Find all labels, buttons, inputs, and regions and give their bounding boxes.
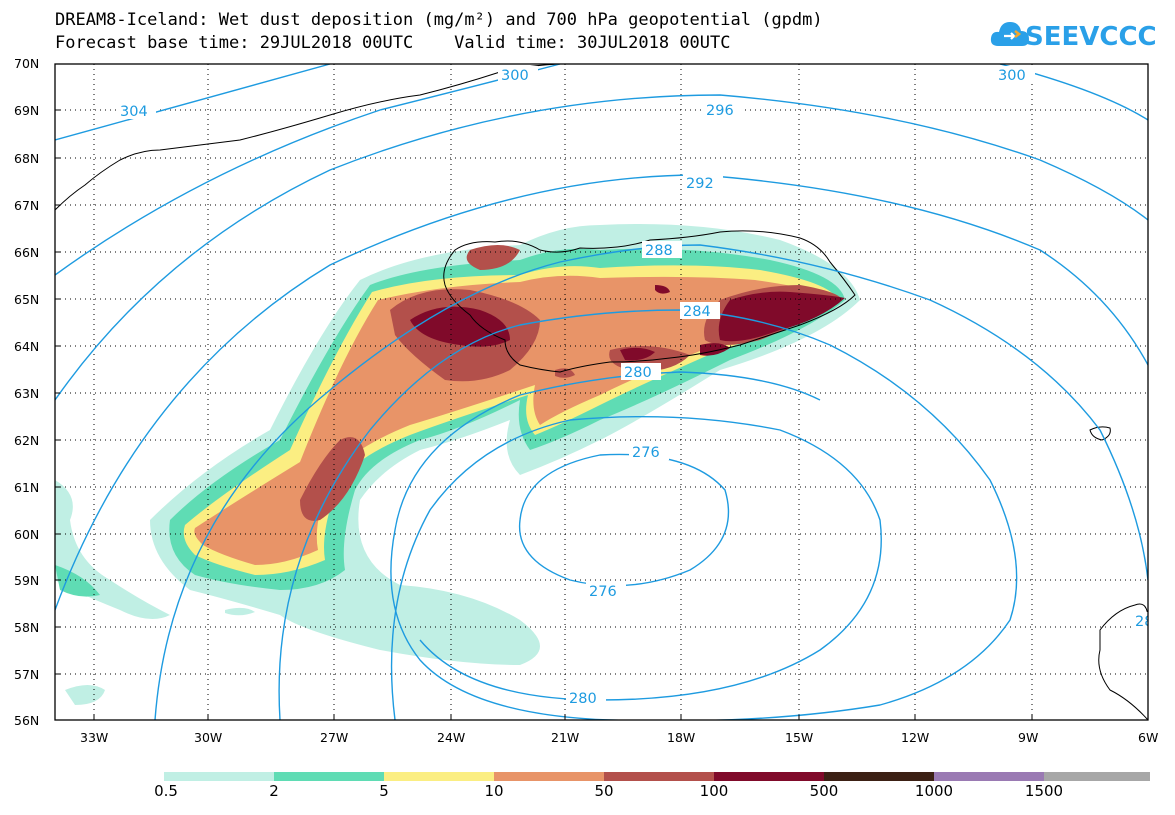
lat-label: 63N (14, 386, 39, 401)
contour-label: 300 (501, 68, 529, 84)
lat-label: 65N (14, 292, 39, 307)
greenland-coast (55, 64, 561, 211)
lat-label: 68N (14, 151, 39, 166)
contour-label: 288 (645, 243, 673, 259)
lon-label: 18W (667, 730, 695, 745)
lat-label: 64N (14, 339, 39, 354)
legend-swatch (824, 772, 934, 781)
contour-label: 304 (120, 104, 148, 120)
scotland-coast (1098, 603, 1148, 720)
seevccc-logo (990, 14, 1165, 56)
cloud-icon (990, 22, 1029, 46)
contour-label: 284 (683, 304, 711, 320)
lon-label: 12W (901, 730, 929, 745)
legend-label: 1500 (1024, 782, 1064, 800)
contour-label: 300 (998, 68, 1026, 84)
geopotential-contours (55, 64, 1148, 720)
lon-label: 15W (785, 730, 813, 745)
contour-label: 280 (569, 691, 597, 707)
legend-label: 5 (379, 782, 389, 800)
legend-label: 10 (484, 782, 504, 800)
legend-label: 500 (809, 782, 839, 800)
lon-label: 33W (80, 730, 108, 745)
legend-swatch (384, 772, 494, 781)
lon-label: 27W (320, 730, 348, 745)
contour-labels: 304 300 300 296 292 288 284 280 276 276 … (116, 66, 1163, 707)
lat-label: 66N (14, 245, 39, 260)
lon-label: 21W (551, 730, 579, 745)
legend-swatch (934, 772, 1044, 781)
legend-label: 100 (699, 782, 729, 800)
lat-label: 61N (14, 480, 39, 495)
legend-label: 2 (269, 782, 279, 800)
lat-label: 56N (14, 713, 39, 728)
dust-band-100 (410, 285, 845, 361)
logo-text: SEEVCCC (1025, 22, 1157, 52)
contour-label: 292 (686, 176, 714, 192)
contour-label: 288 (1135, 614, 1163, 630)
map-subtitle: Forecast base time: 29JUL2018 00UTC Vali… (55, 33, 731, 53)
lat-label: 67N (14, 198, 39, 213)
iceland-coast (443, 230, 856, 373)
legend-swatch (164, 772, 274, 781)
legend-label: 1000 (914, 782, 954, 800)
dust-deposition-layer (55, 224, 860, 705)
graticule (55, 64, 1148, 720)
lat-label: 59N (14, 573, 39, 588)
dust-band-10 (194, 275, 832, 565)
legend-swatch (494, 772, 604, 781)
legend-swatch (604, 772, 714, 781)
contour-label: 276 (632, 445, 660, 461)
lon-label: 9W (1018, 730, 1038, 745)
lat-label: 62N (14, 433, 39, 448)
map-title: DREAM8-Iceland: Wet dust deposition (mg/… (55, 10, 823, 30)
contour-label: 296 (706, 103, 734, 119)
lat-label: 57N (14, 667, 39, 682)
legend-label: 50 (594, 782, 614, 800)
tick-marks (55, 109, 1033, 720)
contour-label: 276 (589, 584, 617, 600)
legend-swatch (714, 772, 824, 781)
contour-label: 280 (624, 365, 652, 381)
legend-swatch (274, 772, 384, 781)
lat-label: 58N (14, 620, 39, 635)
lon-label: 6W (1138, 730, 1158, 745)
legend-swatch (1044, 772, 1150, 781)
lon-label: 30W (194, 730, 222, 745)
lat-label: 70N (14, 56, 39, 71)
coastlines (55, 64, 1148, 720)
map-frame (54, 63, 1149, 721)
longitude-labels: 33W 30W 27W 24W 21W 18W 15W 12W 9W 6W (80, 730, 1158, 745)
legend-label: 0.5 (154, 782, 178, 800)
lon-label: 24W (437, 730, 465, 745)
faroe-coast (1089, 426, 1111, 441)
lat-label: 60N (14, 527, 39, 542)
lat-label: 69N (14, 103, 39, 118)
latitude-labels: 70N 69N 68N 67N 66N 65N 64N 63N 62N 61N … (14, 56, 39, 728)
